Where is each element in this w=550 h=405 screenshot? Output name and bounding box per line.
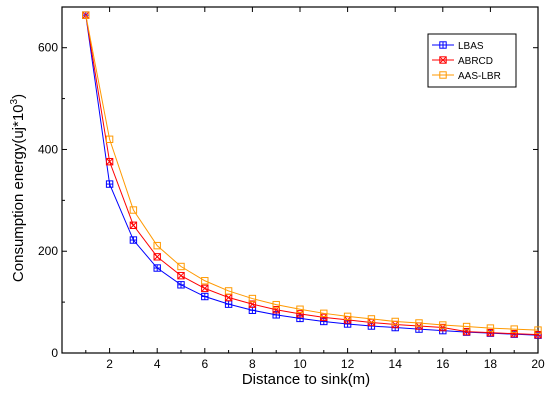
data-point [153, 241, 161, 250]
x-tick-label: 6 [201, 357, 208, 371]
data-point [272, 300, 280, 309]
data-point [105, 157, 114, 166]
data-point [224, 300, 233, 308]
data-point [248, 306, 257, 314]
data-point [248, 294, 257, 303]
data-point [224, 287, 233, 295]
x-tick-label: 4 [154, 357, 161, 371]
x-tick-label: 18 [484, 357, 498, 371]
series-line [85, 15, 539, 336]
data-point [224, 293, 233, 302]
x-tick-label: 12 [341, 357, 355, 371]
legend-item: AAS-LBR [432, 71, 501, 82]
data-point [105, 180, 114, 188]
y-tick-label: 0 [51, 346, 58, 360]
data-point [105, 135, 114, 143]
y-tick-label: 200 [38, 244, 58, 258]
data-point [462, 322, 471, 331]
data-point [510, 325, 518, 333]
series-line [85, 15, 539, 336]
data-point [439, 321, 447, 329]
data-point [201, 277, 209, 285]
data-point [296, 305, 304, 313]
data-point [343, 320, 352, 328]
x-tick-label: 8 [249, 357, 256, 371]
x-tick-label: 14 [389, 357, 403, 371]
legend: LBAS ABRCD AAS-LBR [427, 33, 517, 88]
y-tick-label: 400 [38, 142, 58, 156]
x-tick-label: 16 [436, 357, 450, 371]
data-point [439, 56, 447, 64]
data-point [177, 281, 185, 289]
data-point [534, 326, 542, 334]
data-point [296, 314, 304, 323]
data-point [177, 271, 185, 280]
data-point [415, 319, 423, 327]
x-axis-title: Distance to sink(m) [242, 371, 370, 388]
legend-label: LBAS [458, 41, 484, 52]
data-point [129, 236, 138, 244]
data-point [486, 328, 495, 337]
data-point [153, 253, 161, 261]
data-point [320, 317, 328, 326]
x-tick-label: 10 [293, 357, 307, 371]
data-point [129, 221, 138, 229]
series-aas-lbr [82, 11, 542, 334]
data-point [367, 315, 376, 323]
data-point [343, 312, 352, 321]
y-axis-title: Consumption energy(uj*103) [9, 94, 27, 282]
x-tick-label: 20 [531, 357, 545, 371]
data-point [439, 71, 447, 79]
legend-label: AAS-LBR [458, 71, 501, 82]
data-point [439, 41, 447, 49]
legend-item: ABRCD [432, 56, 493, 67]
legend-item: LBAS [432, 41, 484, 52]
y-axis-title-exponent: 3 [9, 98, 20, 104]
data-point [201, 284, 209, 293]
data-point [391, 317, 399, 326]
legend-label: ABRCD [458, 56, 493, 67]
y-tick-label: 600 [38, 41, 58, 55]
series-line [85, 15, 539, 331]
data-point [534, 330, 542, 339]
data-point [177, 262, 185, 271]
data-point [82, 11, 90, 19]
data-point [510, 329, 518, 338]
data-point [153, 264, 161, 272]
data-point [296, 310, 304, 318]
data-point [320, 309, 328, 318]
data-point [486, 324, 495, 332]
data-point [201, 292, 209, 301]
data-point [129, 206, 138, 214]
series-layer [82, 11, 542, 339]
x-tick-label: 2 [106, 357, 113, 371]
data-point [320, 313, 328, 322]
